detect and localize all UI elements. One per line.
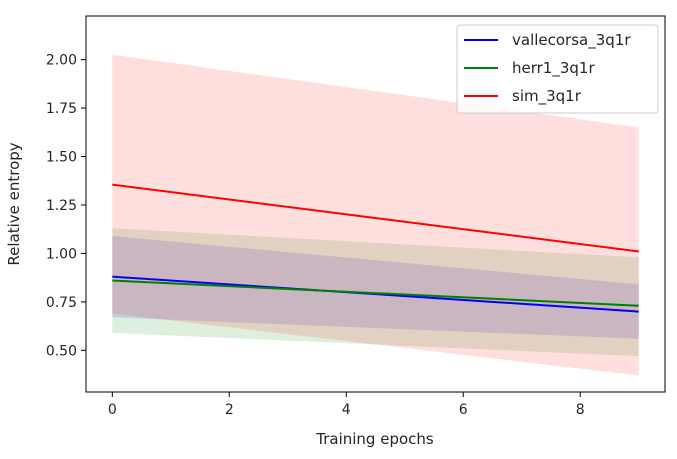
x-tick-label: 0 (108, 402, 117, 418)
x-axis-label: Training epochs (315, 430, 434, 448)
legend-label-herr1-3q1r: herr1_3q1r (512, 59, 595, 78)
y-tick-label: 1.25 (46, 198, 77, 214)
legend-items: vallecorsa_3q1r herr1_3q1r sim_3q1r (464, 31, 631, 106)
x-tick-label: 2 (225, 402, 234, 418)
band-vallecorsa-3q1r (112, 235, 639, 339)
confidence-bands (112, 54, 639, 376)
legend-label-sim-3q1r: sim_3q1r (512, 87, 582, 106)
series-line-herr1-3q1r (112, 279, 639, 307)
x-tick-label: 6 (459, 402, 468, 418)
y-tick-label: 1.00 (46, 246, 77, 262)
y-tick-label: 0.75 (46, 295, 77, 311)
series-lines (112, 183, 639, 313)
series-line-sim-3q1r (112, 183, 639, 253)
band-sim-3q1r (112, 54, 639, 376)
y-tick-label: 1.75 (46, 101, 77, 117)
x-tick-label: 4 (342, 402, 351, 418)
plot-area-frame (85, 15, 666, 393)
legend-box (456, 24, 659, 114)
y-tick-label: 0.50 (46, 343, 77, 359)
y-axis: 0.50 0.75 1.00 1.25 1.50 1.75 2.00 (46, 53, 86, 359)
legend: vallecorsa_3q1r herr1_3q1r sim_3q1r (456, 24, 659, 114)
x-axis: 0 2 4 6 8 (108, 392, 585, 418)
y-tick-label: 1.50 (46, 150, 77, 166)
legend-label-vallecorsa-3q1r: vallecorsa_3q1r (512, 31, 631, 50)
x-tick-label: 8 (576, 402, 585, 418)
y-axis-label: Relative entropy (5, 142, 23, 265)
y-tick-label: 2.00 (46, 53, 77, 69)
